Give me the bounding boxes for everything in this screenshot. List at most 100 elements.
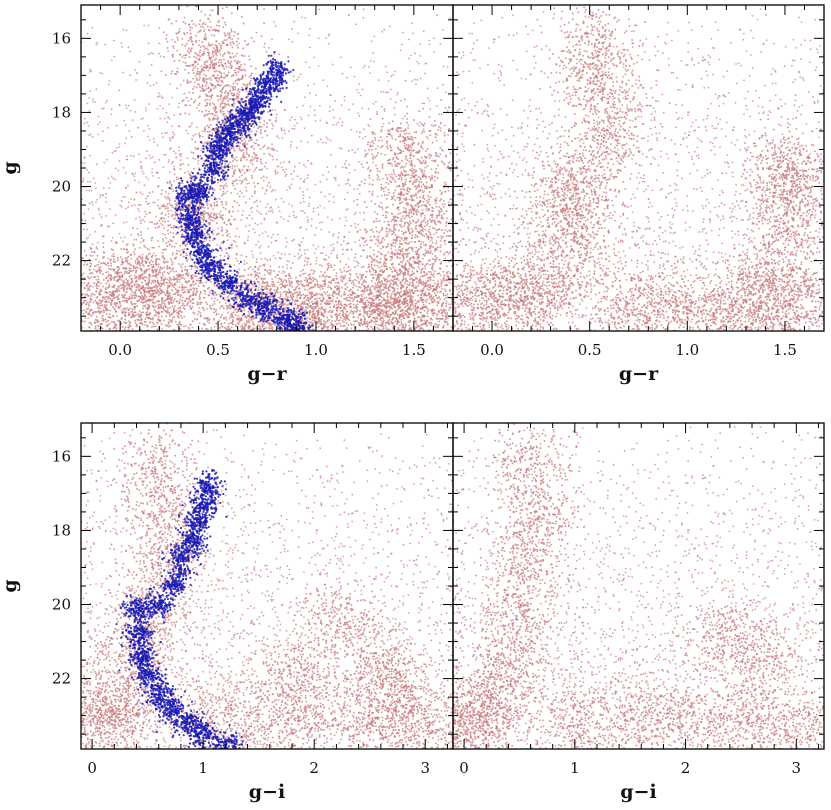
- data-point: [155, 286, 158, 289]
- data-point: [367, 316, 370, 319]
- data-point: [397, 326, 400, 329]
- data-point: [197, 70, 200, 73]
- data-point: [423, 204, 426, 207]
- data-point: [158, 95, 161, 97]
- data-point: [425, 199, 428, 202]
- data-point: [352, 303, 355, 306]
- data-point: [368, 309, 371, 312]
- data-point: [155, 311, 158, 314]
- data-point: [281, 284, 284, 287]
- data-point: [322, 274, 325, 276]
- data-point: [195, 34, 197, 37]
- data-point: [362, 237, 365, 240]
- data-point: [388, 230, 391, 233]
- data-point: [411, 183, 414, 186]
- data-point: [153, 161, 156, 164]
- data-point: [172, 190, 175, 193]
- data-point: [430, 285, 432, 288]
- data-point: [424, 228, 427, 231]
- data-point: [422, 253, 425, 256]
- data-point: [445, 183, 448, 186]
- data-point: [199, 154, 202, 157]
- data-point: [408, 241, 411, 244]
- data-point: [403, 188, 406, 191]
- data-point: [192, 311, 195, 314]
- data-point: [218, 58, 221, 61]
- data-point: [214, 76, 217, 79]
- data-point: [415, 246, 418, 249]
- data-point: [406, 254, 409, 257]
- data-point: [180, 266, 183, 269]
- data-point: [244, 141, 247, 144]
- data-point: [224, 208, 227, 210]
- data-point: [181, 304, 184, 307]
- data-point: [388, 280, 391, 283]
- data-point: [171, 263, 174, 266]
- data-point: [412, 119, 415, 121]
- data-point: [402, 187, 404, 190]
- data-point: [243, 172, 246, 174]
- data-point: [296, 285, 299, 288]
- data-point: [178, 59, 181, 62]
- data-point: [421, 275, 424, 278]
- data-point: [137, 203, 140, 206]
- data-point: [423, 155, 426, 158]
- data-point: [182, 306, 185, 309]
- data-point: [411, 249, 414, 252]
- data-point: [257, 289, 260, 292]
- data-point: [159, 292, 162, 295]
- data-point: [229, 43, 232, 46]
- data-point: [291, 261, 294, 264]
- data-point: [263, 274, 266, 277]
- data-point: [423, 162, 426, 165]
- data-point: [431, 236, 433, 239]
- data-point: [436, 214, 439, 217]
- data-point: [243, 263, 246, 266]
- data-point: [340, 302, 342, 305]
- data-point: [333, 279, 336, 282]
- data-point: [357, 160, 360, 163]
- data-point: [195, 39, 197, 42]
- data-point: [379, 261, 382, 264]
- data-point: [200, 216, 203, 219]
- data-point: [391, 270, 394, 273]
- data-point: [434, 160, 437, 163]
- data-point: [183, 54, 185, 57]
- data-point: [328, 276, 331, 278]
- data-point: [204, 290, 207, 293]
- data-point: [413, 317, 416, 320]
- data-point: [235, 67, 238, 70]
- data-point: [445, 305, 448, 308]
- data-point: [176, 300, 179, 303]
- data-point: [270, 190, 273, 193]
- data-point: [380, 292, 383, 295]
- data-point: [294, 276, 297, 279]
- data-point: [232, 56, 235, 59]
- data-point: [197, 284, 200, 287]
- data-point: [298, 291, 301, 294]
- data-point: [217, 181, 219, 184]
- data-point: [401, 261, 404, 264]
- data-point: [422, 270, 425, 273]
- data-point: [422, 159, 425, 162]
- data-point: [244, 177, 247, 180]
- data-point: [172, 217, 175, 220]
- data-point: [378, 307, 381, 310]
- data-point: [296, 294, 299, 297]
- data-point: [209, 102, 212, 105]
- data-point: [169, 180, 172, 183]
- data-point: [409, 304, 412, 306]
- data-point: [377, 304, 380, 307]
- data-point: [188, 37, 191, 40]
- data-point: [398, 301, 401, 304]
- data-point: [214, 52, 217, 55]
- data-point: [441, 203, 444, 206]
- data-point: [240, 136, 243, 139]
- data-point: [218, 25, 221, 27]
- data-point: [381, 145, 384, 147]
- data-point: [213, 284, 216, 287]
- data-point: [171, 305, 174, 308]
- data-point: [147, 284, 150, 287]
- data-point: [341, 248, 344, 251]
- data-point: [397, 213, 400, 216]
